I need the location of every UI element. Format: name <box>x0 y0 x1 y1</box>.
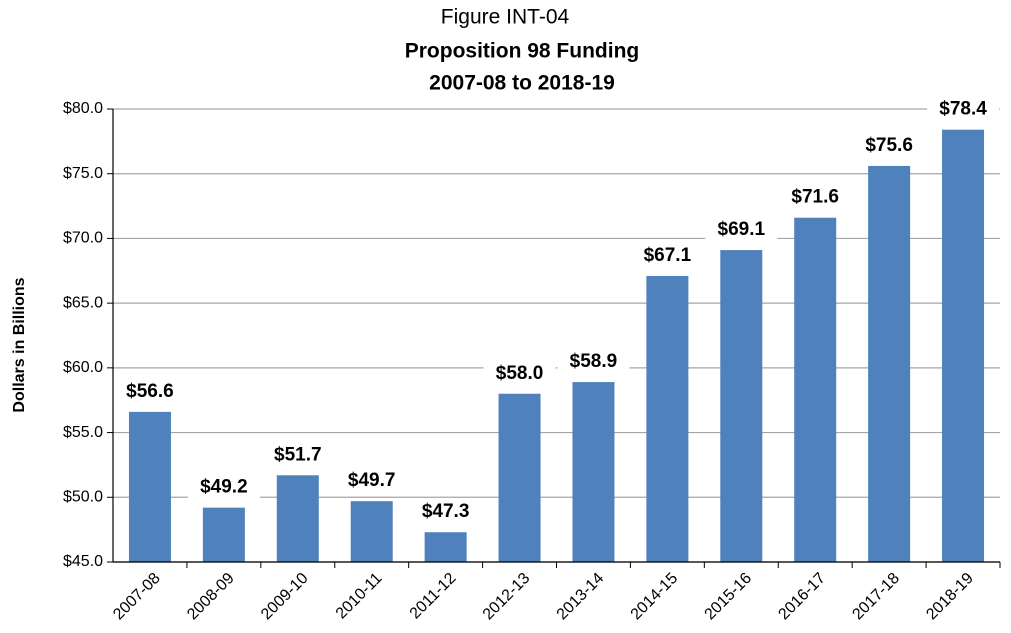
bar <box>424 532 467 562</box>
value-label: $67.1 <box>644 245 692 266</box>
bar <box>942 129 985 563</box>
x-tick-label: 2014-15 <box>628 570 682 624</box>
value-label: $58.0 <box>496 363 544 384</box>
value-label: $49.2 <box>200 477 248 498</box>
bar <box>646 275 689 562</box>
value-label-background <box>631 242 704 269</box>
bar <box>276 475 319 562</box>
x-tick-label: 2009-10 <box>258 570 312 624</box>
chart-subtitle: Proposition 98 Funding <box>405 40 640 63</box>
y-tick-label: $65.0 <box>63 294 103 311</box>
value-label-background <box>705 217 778 244</box>
value-label-background <box>113 378 186 405</box>
bar <box>498 393 541 562</box>
value-label: $47.3 <box>422 501 470 522</box>
y-tick-label: $70.0 <box>63 230 103 247</box>
y-tick-label: $60.0 <box>63 359 103 376</box>
value-label: $78.4 <box>939 99 987 120</box>
value-label: $51.7 <box>274 444 322 465</box>
x-tick-label: 2011-12 <box>407 570 460 623</box>
x-tick-label: 2007-08 <box>110 570 164 624</box>
bar <box>202 507 245 562</box>
value-label: $71.6 <box>791 187 839 208</box>
value-label: $58.9 <box>570 351 618 372</box>
chart-subtitle: 2007-08 to 2018-19 <box>429 72 615 95</box>
y-tick-label: $50.0 <box>63 489 103 506</box>
value-label-background <box>409 499 482 526</box>
bar <box>720 250 763 562</box>
value-label: $56.6 <box>126 381 174 402</box>
x-tick-label: 2018-19 <box>923 570 977 624</box>
bar <box>350 501 393 562</box>
value-label: $69.1 <box>718 219 766 240</box>
value-label-background <box>557 349 630 376</box>
value-label-background <box>483 360 556 387</box>
value-label-background <box>261 442 334 469</box>
x-tick-label: 2013-14 <box>554 570 608 624</box>
y-tick-label: $45.0 <box>63 553 103 570</box>
y-tick-label: $75.0 <box>63 165 103 182</box>
x-tick-label: 2017-18 <box>849 570 903 624</box>
bar <box>128 411 171 562</box>
bar <box>794 217 837 562</box>
bar <box>572 382 615 562</box>
value-label: $75.6 <box>865 135 913 156</box>
y-tick-label: $80.0 <box>63 100 103 117</box>
x-tick-label: 2015-16 <box>702 570 756 624</box>
bar <box>868 165 911 562</box>
x-tick-label: 2010-11 <box>333 570 386 623</box>
y-tick-label: $55.0 <box>63 424 103 441</box>
chart-title: Figure INT-04 <box>441 6 570 29</box>
x-tick-label: 2016-17 <box>775 570 829 624</box>
value-label-background <box>335 468 408 495</box>
value-label-background <box>927 96 1000 123</box>
x-tick-label: 2008-09 <box>184 570 238 624</box>
y-axis-label: Dollars in Billions <box>11 277 28 412</box>
value-label: $49.7 <box>348 470 396 491</box>
value-label-background <box>779 184 852 211</box>
value-label-background <box>853 132 926 159</box>
x-tick-label: 2012-13 <box>480 570 534 624</box>
value-label-background <box>187 474 260 501</box>
